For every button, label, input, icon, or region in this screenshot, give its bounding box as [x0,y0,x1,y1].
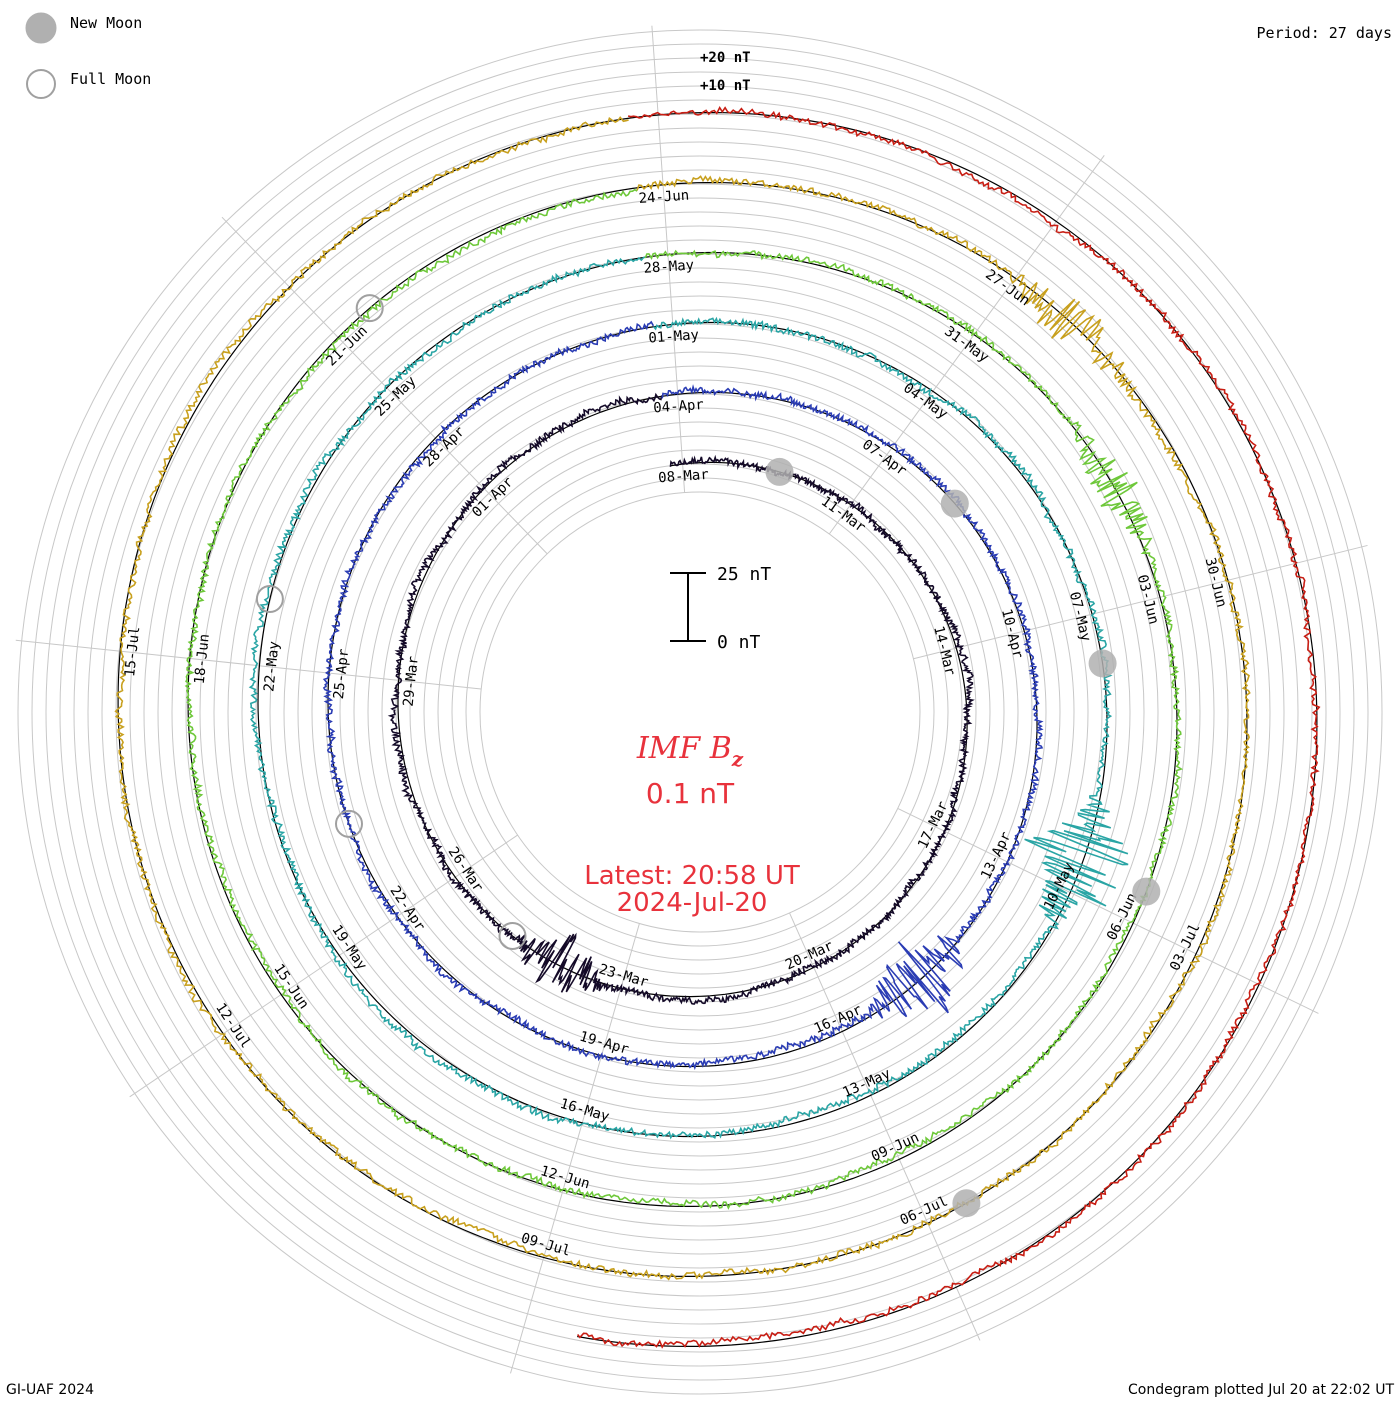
series-cycle-5 [114,116,1251,1281]
full-moon-marker [355,294,384,323]
full-moon-marker [498,922,527,950]
grid-ring [185,197,1215,1227]
grid-spoke [913,544,1368,660]
date-tick-label: 19-May [328,922,369,973]
new-moon-legend-icon [25,12,57,44]
grid-ring [59,71,1341,1353]
scale-bar: 25 nT 0 nT [670,564,771,653]
date-tick-label: 15-Jul [122,626,143,678]
date-tick-label: 20-Mar [783,938,836,973]
grid-ring [479,491,921,933]
grid-ring [367,379,1033,1045]
grid-ring [381,393,1019,1031]
full-moon-marker [255,585,284,613]
grid-ring [157,169,1243,1255]
date-tick-label: 24-Jun [638,188,690,207]
grid-ring [269,281,1131,1143]
date-tick-label: 07-May [1066,590,1094,643]
grid-spoke [15,639,482,690]
grid-ring [451,463,949,961]
grid-spoke [651,25,686,493]
grid-ring [311,323,1089,1101]
full-moon-legend-label: Full Moon [70,70,151,88]
date-tick-label: 28-May [643,257,695,276]
grid-ring [353,365,1047,1059]
moon-layer [255,294,1161,1218]
grid-ring [171,183,1229,1241]
series-cycle-3 [248,256,1129,1140]
data-layer [114,105,1321,1349]
grid-ring [199,211,1201,1213]
grid-spoke [789,912,981,1341]
date-tick-label: 18-Jun [192,633,213,685]
footer-plotted-time: Condegram plotted Jul 20 at 22:02 UT [1128,1382,1394,1398]
full-moon-legend-icon [26,69,56,99]
grid-ring [325,337,1075,1087]
date-tick-label: 25-Apr [331,648,352,700]
grid-ring [297,309,1103,1115]
grid-ring [395,407,1005,1017]
date-tick-label: 22-May [261,641,282,693]
series-cycle-1 [387,392,975,1005]
scale-bar-top-label: 25 nT [717,564,771,585]
grid-ring [143,155,1257,1269]
grid-spoke [828,155,1105,535]
date-tick-label: 29-Mar [401,655,422,707]
grid-ring [283,295,1117,1129]
grid-ring [437,449,963,975]
grid-ring [45,57,1355,1367]
grid-spoke [897,807,1319,1014]
grid-ring [17,29,1383,1395]
grid-ring [465,477,935,947]
date-tick-label: 04-Apr [653,397,705,416]
period-label: Period: 27 days [1257,24,1392,42]
center-title-subscript: z [731,747,744,771]
grid-layer [15,25,1383,1395]
footer-credit: GI-UAF 2024 [6,1382,94,1398]
new-moon-marker [1088,649,1117,678]
grid-ring [129,141,1271,1283]
grid-ring [339,351,1061,1073]
grid-spoke [129,834,518,1098]
scale-bar-bottom-label: 0 nT [717,632,761,653]
new-moon-marker [952,1189,981,1218]
latest-date: 2024-Jul-20 [617,888,768,918]
new-moon-marker [1132,877,1161,906]
date-tick-label: 26-Mar [445,844,486,895]
date-tick-label: 01-May [648,327,700,346]
center-title: IMF Bz [636,731,744,771]
grid-ring [423,435,977,989]
grid-spoke [510,923,640,1374]
ring-scale-label-20: +20 nT [700,50,751,66]
grid-ring [213,225,1187,1199]
grid-ring [101,113,1299,1311]
center-title-main: IMF B [636,731,732,766]
full-moon-marker [335,809,363,838]
grid-ring [31,43,1369,1381]
date-tick-label: 30-Jun [1202,556,1230,609]
new-moon-legend-label: New Moon [70,14,142,32]
series-cycle-4 [184,188,1184,1210]
grid-ring [241,253,1159,1171]
grid-spoke [221,216,548,555]
date-tick-label: 08-Mar [658,467,710,486]
new-moon-marker [940,489,969,518]
grid-ring [255,267,1145,1157]
series-cycle-6 [576,105,1321,1349]
new-moon-marker [765,457,794,486]
latest-time: Latest: 20:58 UT [584,861,800,891]
grid-ring [227,239,1173,1185]
current-value: 0.1 nT [646,777,735,810]
grid-ring [73,85,1327,1339]
grid-ring [87,99,1313,1325]
ring-scale-label-10: +10 nT [700,78,751,94]
